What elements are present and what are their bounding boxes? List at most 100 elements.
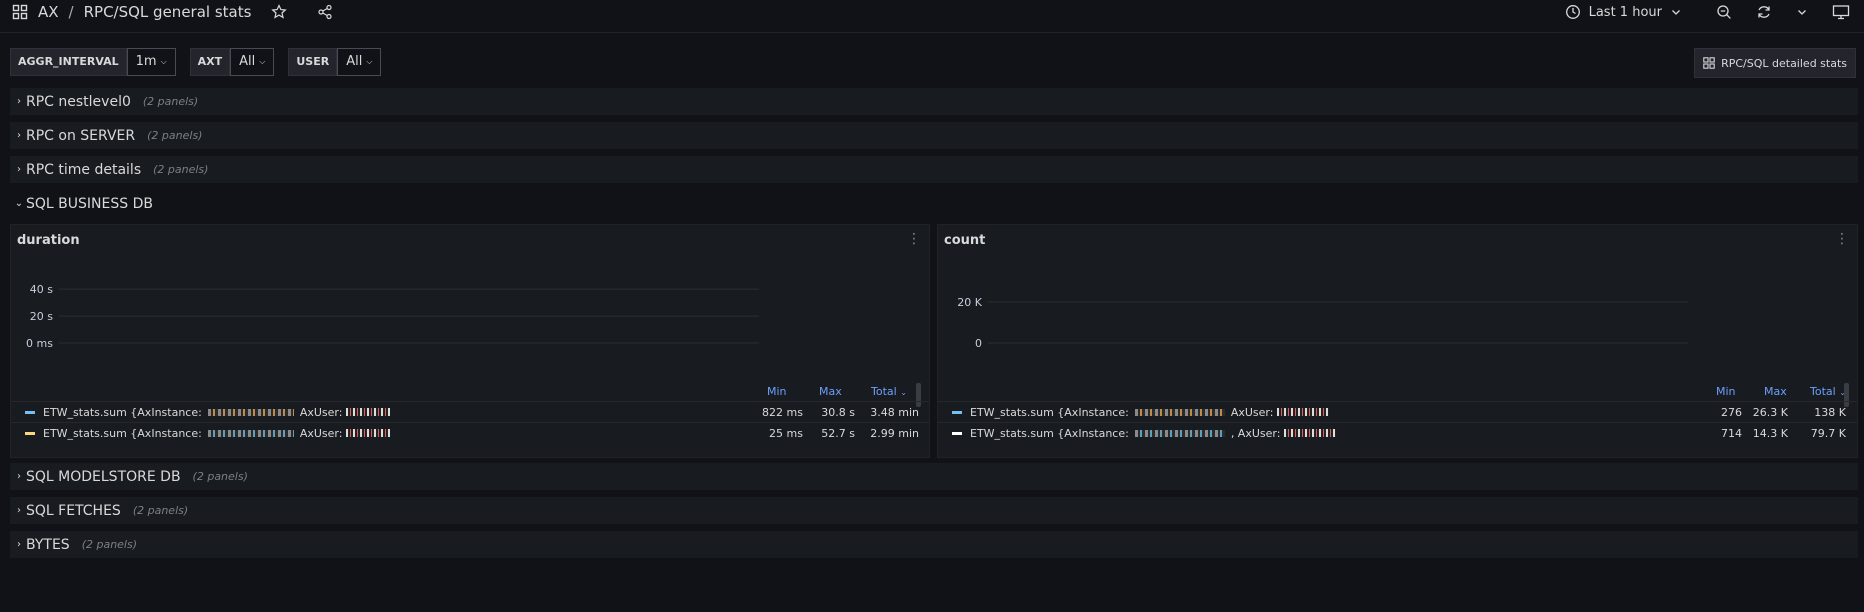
aggr-interval-select[interactable]: 1m ⌵ xyxy=(126,48,176,76)
time-controls: Last 1 hour xyxy=(1565,0,1850,24)
row-title: SQL FETCHES xyxy=(26,502,121,519)
sort-desc-icon: ⌄ xyxy=(1839,388,1846,397)
count-panel: count ⋮ 13:2513:3013:3513:4013:4513:5013… xyxy=(937,224,1858,458)
time-range-label: Last 1 hour xyxy=(1588,4,1662,20)
breadcrumb-separator: / xyxy=(68,3,74,21)
legend-max-header[interactable]: Max xyxy=(819,385,842,398)
legend-total-label: Total xyxy=(1810,385,1836,398)
legend-max-value: 30.8 s xyxy=(821,405,855,419)
tv-mode-icon[interactable] xyxy=(1832,4,1850,20)
redacted-user xyxy=(1277,408,1330,416)
time-picker[interactable]: Last 1 hour xyxy=(1565,4,1682,20)
row-sql-business-db[interactable]: ⌄ SQL BUSINESS DB xyxy=(10,190,1858,217)
series-color-swatch xyxy=(25,431,35,435)
detailed-stats-link-button[interactable]: RPC/SQL detailed stats xyxy=(1694,48,1856,78)
row-rpc-nestlevel0[interactable]: › RPC nestlevel0 (2 panels) xyxy=(10,88,1858,115)
redacted-instance xyxy=(207,429,294,437)
legend-min-header[interactable]: Min xyxy=(767,385,787,398)
row-panel-count: (2 panels) xyxy=(142,95,199,108)
legend-total-header[interactable]: Total ⌄ xyxy=(1810,385,1846,398)
series-name: ETW_stats.sum {AxInstance: xyxy=(43,426,202,440)
y-tick-label: 20 s xyxy=(30,310,53,323)
chevron-right-icon: › xyxy=(17,471,21,482)
legend-scrollbar[interactable] xyxy=(1844,383,1849,407)
row-panel-count: (2 panels) xyxy=(192,470,248,483)
axt-select[interactable]: All ⌵ xyxy=(230,48,275,76)
folder-link[interactable]: AX xyxy=(38,3,59,21)
series-color-swatch xyxy=(25,410,35,414)
duration-panel: duration ⋮ 13:2513:3013:3513:4013:4513:5… xyxy=(10,224,930,458)
panel-menu-icon[interactable]: ⋮ xyxy=(1835,231,1849,247)
legend-scrollbar[interactable] xyxy=(916,383,921,407)
redacted-user xyxy=(346,429,391,437)
series-color-swatch xyxy=(952,431,962,435)
series-color-swatch xyxy=(952,410,962,414)
redacted-instance xyxy=(1134,429,1225,437)
refresh-icon[interactable] xyxy=(1756,4,1772,20)
row-title: BYTES xyxy=(26,536,70,553)
clock-icon xyxy=(1565,4,1581,20)
variable-label-user: USER xyxy=(288,48,338,76)
legend-item[interactable]: ETW_stats.sum {AxInstance: AxUser: 276 2… xyxy=(938,401,1857,422)
redacted-instance xyxy=(207,408,294,416)
chevron-down-icon: ⌵ xyxy=(160,57,167,66)
legend-max-value: 52.7 s xyxy=(821,426,855,440)
legend-min-value: 714 xyxy=(1721,426,1742,440)
series-name: ETW_stats.sum {AxInstance: xyxy=(970,426,1129,440)
chevron-down-icon: ⌄ xyxy=(14,198,24,209)
row-sql-modelstore-db[interactable]: › SQL MODELSTORE DB (2 panels) xyxy=(10,463,1858,490)
series-user-label: AxUser: xyxy=(1230,405,1274,419)
legend-total-value: 79.7 K xyxy=(1810,426,1846,440)
variable-label-axt: AXT xyxy=(189,48,231,76)
row-rpc-time-details[interactable]: › RPC time details (2 panels) xyxy=(10,156,1858,183)
dashboard-grid-icon xyxy=(1703,57,1715,69)
variable-label-aggr-interval: AGGR_INTERVAL xyxy=(10,48,127,76)
series-name: ETW_stats.sum {AxInstance: xyxy=(970,405,1129,419)
row-sql-fetches[interactable]: › SQL FETCHES (2 panels) xyxy=(10,497,1858,524)
legend-item[interactable]: ETW_stats.sum {AxInstance: AxUser: 25 ms… xyxy=(11,422,929,443)
y-tick-label: 0 xyxy=(975,337,982,350)
row-bytes[interactable]: › BYTES (2 panels) xyxy=(10,531,1858,558)
count-chart[interactable]: 13:2513:3013:3513:4013:4513:5013:5514:00… xyxy=(938,253,1857,413)
legend-max-header[interactable]: Max xyxy=(1764,385,1787,398)
row-panel-count: (2 panels) xyxy=(81,538,138,551)
user-value: All xyxy=(346,54,363,69)
redacted-user xyxy=(1284,429,1337,437)
y-tick-label: 40 s xyxy=(30,283,53,296)
panel-title: duration xyxy=(17,233,80,248)
legend-item[interactable]: ETW_stats.sum {AxInstance: , AxUser: 714… xyxy=(938,422,1857,443)
y-tick-label: 0 ms xyxy=(26,337,53,350)
series-user-label: AxUser: xyxy=(299,405,343,419)
share-icon[interactable] xyxy=(317,4,333,20)
legend-item[interactable]: ETW_stats.sum {AxInstance: AxUser: 822 m… xyxy=(11,401,929,422)
row-title: RPC on SERVER xyxy=(26,127,136,144)
redacted-instance xyxy=(1134,408,1225,416)
row-panel-count: (2 panels) xyxy=(132,504,189,517)
variables-bar: AGGR_INTERVAL 1m ⌵ AXT All ⌵ USER All ⌵ xyxy=(10,48,395,76)
axt-value: All xyxy=(239,54,256,69)
apps-grid-icon[interactable] xyxy=(12,4,28,20)
legend-total-label: Total xyxy=(871,385,897,398)
series-name: ETW_stats.sum {AxInstance: xyxy=(43,405,202,419)
row-title: RPC nestlevel0 xyxy=(26,93,131,110)
legend-min-value: 822 ms xyxy=(762,405,803,419)
dashboard-title: RPC/SQL general stats xyxy=(83,3,252,21)
star-icon[interactable] xyxy=(271,4,288,20)
user-select[interactable]: All ⌵ xyxy=(337,48,382,76)
legend-total-value: 2.99 min xyxy=(870,426,919,440)
sort-desc-icon: ⌄ xyxy=(900,388,907,397)
legend-total-header[interactable]: Total ⌄ xyxy=(871,385,907,398)
row-title: SQL BUSINESS DB xyxy=(26,195,153,212)
zoom-out-icon[interactable] xyxy=(1716,4,1732,20)
row-rpc-on-server[interactable]: › RPC on SERVER (2 panels) xyxy=(10,122,1858,149)
series-user-label: AxUser: xyxy=(299,426,343,440)
chevron-down-icon xyxy=(1670,6,1682,18)
panel-menu-icon[interactable]: ⋮ xyxy=(907,231,921,247)
row-panel-count: (2 panels) xyxy=(147,129,203,142)
chevron-right-icon: › xyxy=(17,539,21,550)
refresh-interval-chevron-icon[interactable] xyxy=(1796,6,1808,18)
legend-min-header[interactable]: Min xyxy=(1716,385,1736,398)
duration-chart[interactable]: 13:2513:3013:3513:4013:4513:5013:5514:00… xyxy=(11,253,929,413)
row-title: SQL MODELSTORE DB xyxy=(26,468,181,485)
chevron-down-icon: ⌵ xyxy=(366,57,373,66)
